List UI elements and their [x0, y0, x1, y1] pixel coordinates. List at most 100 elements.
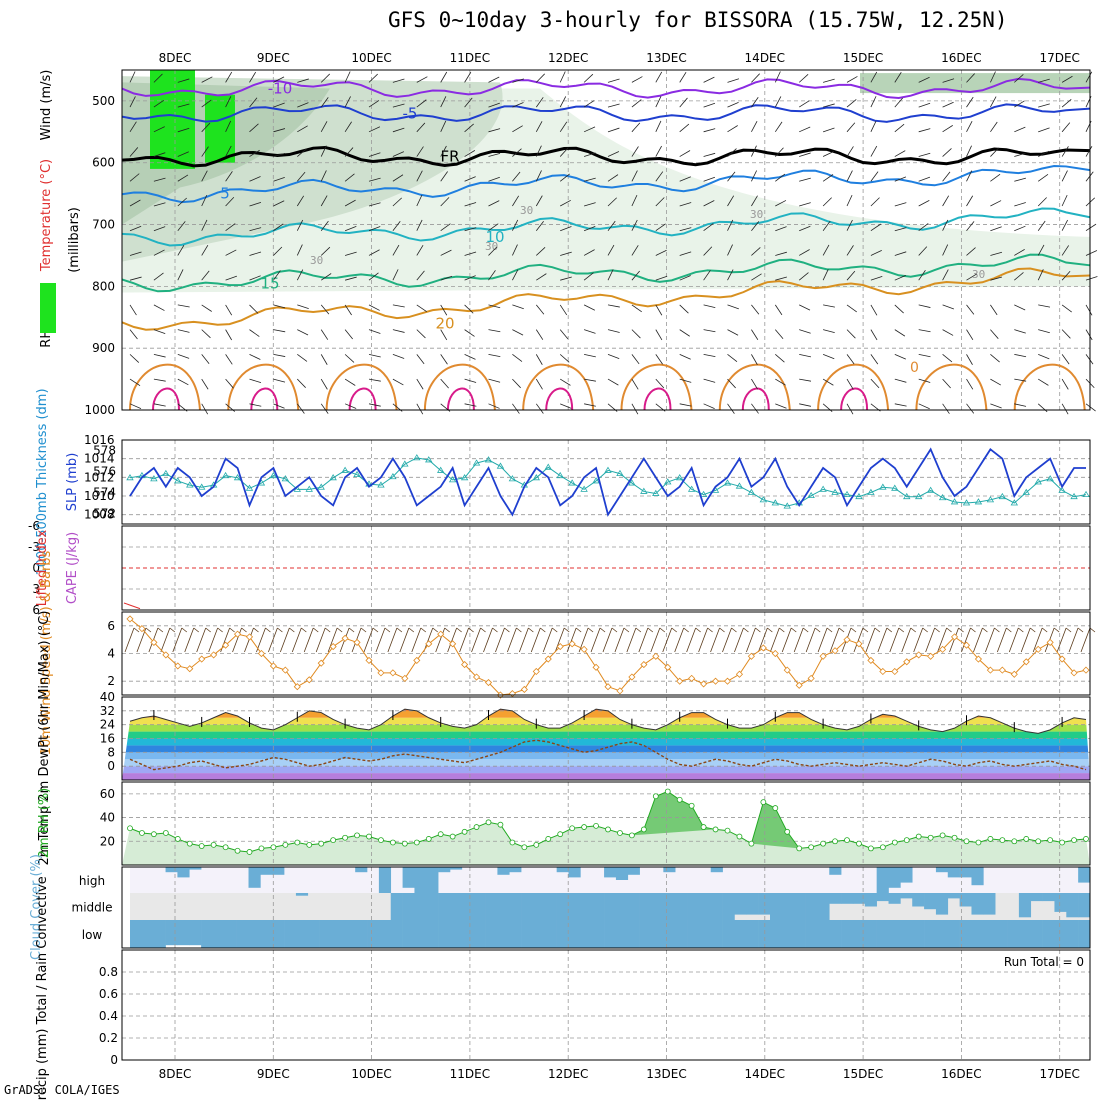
wind-barb	[727, 102, 739, 108]
wind-barb	[679, 123, 690, 133]
wind-barb	[440, 197, 450, 207]
wind-barb	[225, 249, 237, 256]
wind-barb	[153, 403, 166, 407]
wind-barb	[201, 378, 209, 390]
thickness-point	[305, 485, 313, 492]
wind-barb	[719, 627, 725, 633]
wind-speed-point	[747, 652, 755, 660]
cloud-bar	[805, 920, 818, 948]
wind-speed-point	[1070, 669, 1078, 677]
wind-barb	[201, 99, 212, 108]
wind-barb	[1038, 103, 1050, 108]
wind-barb	[1020, 627, 1031, 653]
wind-barb	[1037, 269, 1044, 281]
thickness-point	[938, 493, 947, 501]
wind-barb	[1030, 627, 1036, 633]
cloud-bar	[497, 920, 510, 948]
wind-barb	[344, 173, 355, 182]
wind-barb	[826, 627, 833, 633]
wind-barb	[918, 176, 931, 182]
cloud-bar	[509, 867, 522, 873]
temp-color-band	[122, 697, 1090, 704]
wind-barb	[966, 96, 974, 108]
wind-barb	[344, 96, 351, 108]
cloud-bar	[900, 920, 913, 948]
wind-speed-point	[353, 638, 361, 646]
wind-barb	[542, 627, 553, 653]
wind-barb	[177, 329, 190, 333]
cloud-bar	[1078, 867, 1091, 883]
wind-barb	[535, 354, 543, 365]
wind-barb	[703, 200, 715, 207]
thickness-point	[783, 502, 791, 509]
contour-label: 20	[435, 314, 454, 332]
wind-barb	[507, 627, 517, 653]
wind-speed-point	[257, 649, 266, 658]
wind-barb	[870, 304, 878, 316]
wind-speed-point	[186, 665, 194, 673]
wind-barb	[583, 226, 596, 232]
wind-barb	[560, 276, 572, 281]
wind-barb	[990, 276, 1003, 281]
wind-barb	[464, 150, 476, 157]
rh-shade-90	[150, 70, 195, 169]
wind-barb	[320, 273, 332, 281]
wind-barb	[655, 145, 662, 157]
wind-barb	[679, 176, 691, 182]
temperature-contour	[121, 77, 1091, 100]
wind-tick-label: 6	[107, 619, 115, 633]
wind-barb	[535, 220, 544, 231]
legend-rh-swatch	[40, 283, 56, 333]
rh-point	[162, 830, 169, 836]
wind-barb	[552, 627, 558, 633]
cloud-bar	[675, 893, 688, 920]
wind-barb	[320, 97, 329, 108]
wind-barb	[344, 304, 352, 316]
temperature-contour	[121, 103, 1091, 123]
wind-barb	[918, 102, 931, 108]
thickness-point	[389, 472, 397, 480]
rh-point	[366, 833, 372, 840]
cloud-bar	[390, 893, 403, 920]
wind-barb	[440, 96, 447, 108]
wind-barb	[922, 627, 928, 633]
wind-barb	[416, 378, 424, 390]
wind-barb	[488, 329, 501, 333]
wind-barb	[846, 194, 853, 207]
cloud-bar	[284, 920, 297, 948]
wind-barb	[129, 71, 136, 83]
wind-barb	[607, 78, 620, 83]
wind-speed-point	[1082, 666, 1090, 674]
cloud-bar	[1018, 920, 1032, 948]
wind-barb	[504, 627, 510, 633]
rh-point	[485, 819, 492, 826]
cloud-bar	[544, 893, 557, 920]
wind-barb	[698, 627, 708, 653]
wind-barb	[822, 103, 835, 108]
surface-contour	[227, 363, 300, 411]
wind-barb	[703, 102, 716, 108]
wind-speed-point	[341, 634, 349, 642]
wind-speed-point	[222, 641, 230, 649]
wind-barb	[755, 627, 761, 633]
cloud-bar	[924, 920, 937, 948]
wind-barb	[1061, 378, 1069, 390]
wind-barb	[990, 226, 1002, 232]
wind-barb	[1085, 276, 1098, 281]
thickness-point	[174, 477, 182, 484]
wind-barb	[799, 202, 811, 207]
wind-barb	[703, 223, 714, 232]
cloud-bar	[722, 893, 735, 920]
wind-barb	[488, 304, 501, 309]
wind-barb	[846, 378, 854, 390]
thickness-point	[819, 485, 827, 492]
wind-barb	[679, 304, 689, 314]
wind-barb	[559, 121, 568, 133]
thickness-point	[484, 456, 493, 463]
wind-barb	[279, 627, 290, 653]
wind-barb	[440, 171, 448, 182]
wind-barb	[153, 249, 165, 256]
wind-barb	[583, 100, 595, 108]
wind-barb	[244, 627, 254, 653]
wind-barb	[348, 627, 355, 633]
